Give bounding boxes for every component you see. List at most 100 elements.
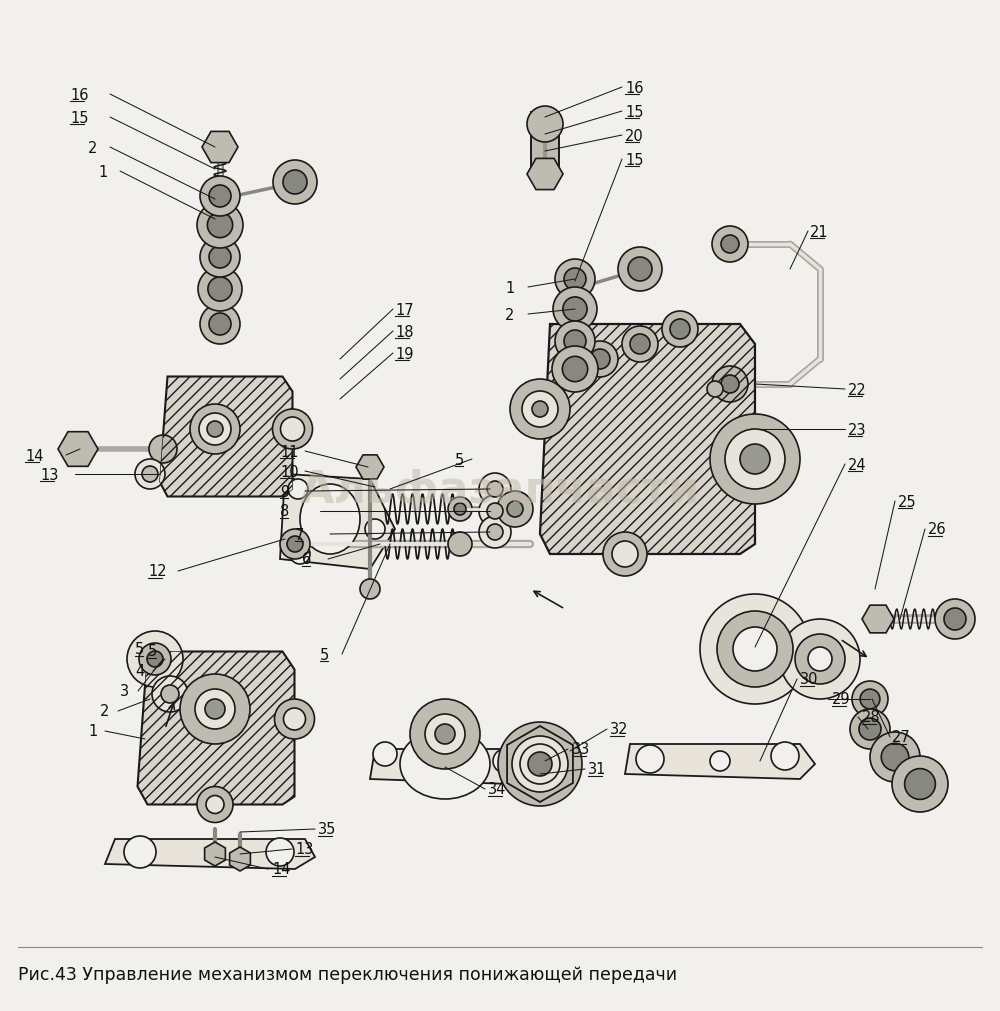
Circle shape (198, 268, 242, 311)
Circle shape (197, 203, 243, 249)
Circle shape (497, 491, 533, 528)
Circle shape (710, 751, 730, 771)
Circle shape (520, 744, 560, 785)
Circle shape (493, 749, 517, 773)
Circle shape (622, 327, 658, 363)
Circle shape (582, 342, 618, 378)
Circle shape (266, 838, 294, 866)
Circle shape (290, 545, 310, 564)
Text: 2: 2 (100, 704, 109, 719)
Text: 20: 20 (625, 128, 644, 144)
Circle shape (200, 177, 240, 216)
Circle shape (552, 347, 598, 392)
Circle shape (283, 171, 307, 195)
Polygon shape (370, 749, 525, 785)
Text: 16: 16 (70, 87, 88, 102)
Circle shape (272, 409, 312, 450)
Text: 21: 21 (810, 224, 829, 240)
Text: 15: 15 (625, 153, 644, 168)
Polygon shape (160, 377, 292, 497)
Text: 1: 1 (88, 724, 97, 739)
Circle shape (448, 533, 472, 556)
Circle shape (288, 479, 308, 499)
Polygon shape (205, 842, 225, 866)
Text: 15: 15 (625, 104, 644, 119)
Text: 5: 5 (135, 642, 144, 657)
Circle shape (892, 756, 948, 812)
Polygon shape (202, 132, 238, 164)
Circle shape (944, 609, 966, 631)
Circle shape (612, 542, 638, 567)
Text: 5: 5 (455, 452, 464, 467)
Circle shape (479, 473, 511, 506)
Circle shape (636, 745, 664, 773)
Circle shape (532, 401, 548, 418)
Circle shape (147, 651, 163, 667)
Circle shape (905, 768, 935, 800)
Circle shape (771, 742, 799, 770)
Circle shape (280, 530, 310, 559)
Text: 33: 33 (572, 742, 590, 757)
Circle shape (563, 297, 587, 321)
Circle shape (127, 632, 183, 687)
Polygon shape (356, 455, 384, 479)
Circle shape (780, 620, 860, 700)
Circle shape (590, 350, 610, 370)
Circle shape (527, 107, 563, 143)
Circle shape (205, 700, 225, 719)
Circle shape (360, 579, 380, 600)
Circle shape (721, 236, 739, 254)
Text: 9: 9 (280, 484, 289, 499)
Circle shape (284, 709, 306, 730)
Circle shape (479, 517, 511, 548)
Circle shape (528, 752, 552, 776)
Circle shape (435, 724, 455, 744)
Circle shape (135, 460, 165, 489)
Text: 5: 5 (320, 647, 329, 662)
Text: 30: 30 (800, 672, 818, 686)
Circle shape (199, 413, 231, 446)
Circle shape (273, 161, 317, 205)
Text: 4: 4 (135, 664, 144, 678)
Polygon shape (105, 839, 315, 869)
Circle shape (280, 418, 304, 442)
Text: 3: 3 (120, 683, 129, 699)
Text: 12: 12 (148, 564, 167, 579)
Text: 1: 1 (505, 280, 514, 295)
Circle shape (425, 715, 465, 754)
Circle shape (209, 186, 231, 208)
Text: 8: 8 (280, 504, 289, 519)
Text: 25: 25 (898, 494, 917, 509)
Circle shape (670, 319, 690, 340)
Circle shape (152, 676, 188, 713)
Circle shape (487, 503, 503, 520)
Text: 13: 13 (295, 842, 313, 856)
Circle shape (206, 796, 224, 814)
Circle shape (487, 481, 503, 497)
Ellipse shape (300, 484, 360, 554)
Circle shape (852, 681, 888, 717)
Circle shape (507, 501, 523, 518)
Text: 28: 28 (862, 710, 881, 725)
Polygon shape (280, 474, 395, 569)
Circle shape (190, 404, 240, 455)
Text: 17: 17 (395, 302, 414, 317)
Circle shape (733, 628, 777, 671)
Circle shape (555, 321, 595, 362)
Circle shape (712, 367, 748, 402)
Text: 14: 14 (25, 448, 44, 463)
Circle shape (603, 533, 647, 576)
Polygon shape (625, 744, 815, 779)
Circle shape (195, 690, 235, 729)
Text: 2: 2 (88, 141, 97, 156)
Circle shape (850, 710, 890, 749)
Circle shape (881, 743, 909, 771)
Circle shape (365, 520, 385, 540)
Text: Рис.43 Управление механизмом переключения понижающей передачи: Рис.43 Управление механизмом переключени… (18, 966, 677, 983)
Circle shape (510, 379, 570, 440)
Text: 14: 14 (272, 861, 290, 877)
Text: 5: 5 (148, 644, 157, 659)
Text: 34: 34 (488, 782, 506, 797)
Circle shape (564, 269, 586, 291)
Circle shape (628, 258, 652, 282)
